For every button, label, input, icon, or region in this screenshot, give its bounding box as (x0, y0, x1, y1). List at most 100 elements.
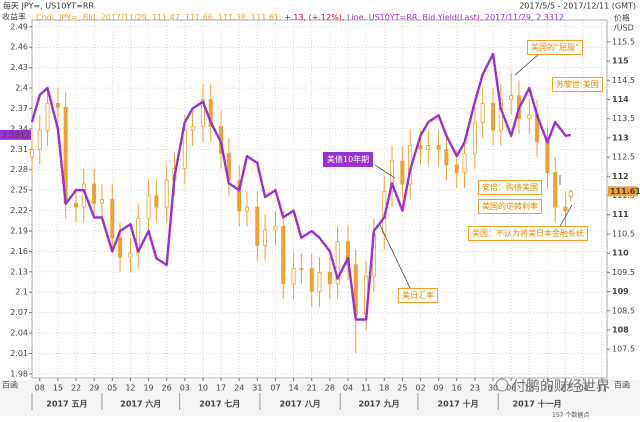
y-tick-label: 2.28 (10, 165, 28, 174)
annotation: 苏黎世:美国 (552, 77, 603, 92)
candle-body (327, 271, 332, 285)
candle-body (509, 95, 514, 100)
candle-body (299, 268, 304, 270)
x-tick-label: 22 (71, 384, 81, 393)
annotation: 安倍：购债美国 (478, 180, 542, 195)
candle-body (29, 149, 34, 158)
x-tick-label: 27 (560, 384, 570, 393)
leader-line (379, 224, 411, 289)
x-tick-label: 06 (506, 384, 516, 393)
y2-tick-label: 113.5 (612, 114, 635, 123)
annotation: 美国：不认为将美日本金融系统 (468, 226, 588, 241)
y-tick-label: 2.46 (10, 43, 28, 52)
candle-body (92, 183, 97, 204)
candle-body (444, 149, 449, 166)
leader-line (559, 204, 573, 227)
y2-axis-label: 价格 (614, 13, 630, 23)
x-tick-label: 24 (234, 384, 244, 393)
y2-tick-label: 114 (612, 95, 629, 104)
last-value-label: 2.3312 (2, 130, 30, 139)
candle-body (190, 126, 195, 131)
x-group-label: 2017 六月 (120, 399, 161, 409)
corner-label: 百函 (2, 381, 18, 390)
candle-body (45, 102, 50, 131)
x-tick-label: 17 (216, 384, 226, 393)
candle-body (146, 195, 151, 219)
candle-body (118, 237, 123, 258)
candle-body (545, 141, 550, 173)
candle-body (55, 102, 60, 108)
y2-tick-label: 112 (612, 172, 629, 181)
x-tick-label: 14 (289, 384, 299, 393)
y2-tick-label: 109.5 (612, 268, 635, 277)
x-group-label: 2017 七月 (199, 399, 240, 409)
x-tick-label: 18 (379, 384, 389, 393)
y2-tick-label: 115.5 (612, 37, 635, 46)
last-value-box (608, 186, 638, 197)
candle-body (136, 218, 141, 254)
y-tick-label: 2.19 (10, 226, 28, 235)
x-tick-label: 29 (89, 384, 99, 393)
y2-axis-label: /USD (614, 24, 634, 33)
y-tick-label: 2.31 (10, 145, 28, 154)
y2-tick-label: 108.5 (612, 306, 635, 315)
x-tick-label: 05 (107, 384, 117, 393)
candle-body (164, 179, 169, 208)
y-tick-label: 2.22 (10, 206, 28, 215)
last-value-label: 111.61 (610, 187, 640, 196)
x-tick-label: 08 (35, 384, 45, 393)
candle-body (462, 152, 467, 173)
y-tick-label: 2.07 (10, 308, 28, 317)
y2-tick-label: 108 (612, 325, 629, 334)
x-tick-label: 28 (325, 384, 335, 393)
candle-body (237, 179, 242, 212)
y2-tick-label: 114.5 (612, 76, 635, 85)
y2-tick-label: 111 (612, 210, 629, 219)
candle-body (563, 206, 568, 212)
candle-body (182, 129, 187, 170)
x-tick-label: 10 (198, 384, 208, 393)
chart-subtitle: 2017/5/5 - 2017/12/11 (GMT) (519, 2, 636, 11)
x-tick-label: 11 (361, 384, 371, 393)
legend-part: Line, US10YT=RR, Bid Yield(Last), 2017/1… (347, 13, 564, 22)
candle-body (335, 241, 340, 285)
x-tick-label: 26 (162, 384, 172, 393)
x-axis-band (0, 380, 640, 416)
y-tick-label: 2.37 (10, 104, 28, 113)
x-tick-label: 23 (470, 384, 480, 393)
candle-body (37, 129, 42, 150)
candle-body (454, 164, 459, 173)
candle-body (426, 145, 431, 150)
plot: 2.49 2.46 2.43 2.4 2.37 2.34 2.31 2.28 2.25 2.22 2… (10, 20, 635, 410)
x-group-label: 2017 十一月 (513, 399, 562, 409)
candle-body (568, 190, 573, 198)
candle-body (74, 202, 79, 208)
x-tick-label: 09 (434, 384, 444, 393)
annotation: 美日汇率 (398, 288, 438, 303)
y2-tick-label: 107.5 (612, 345, 635, 354)
candle-body (273, 225, 278, 231)
x-tick-label: 11 (597, 384, 607, 393)
y-tick-label: 2.34 (10, 124, 28, 133)
chart-title: 每天 JPY=, US10YT=RR (3, 1, 94, 11)
x-tick-label: 19 (143, 384, 153, 393)
x-group-label: 2017 五月 (46, 400, 87, 409)
candle-body (255, 206, 260, 246)
leader-line (374, 164, 396, 179)
y2-tick-label: 110 (612, 249, 629, 258)
candle-body (154, 195, 159, 208)
candle-body (436, 145, 441, 150)
candle-body (400, 160, 405, 185)
candle-body (418, 145, 423, 150)
yield-line (30, 52, 571, 321)
x-group-label: 2017 八月 (280, 400, 321, 409)
x-tick-label: 21 (307, 384, 317, 393)
annotation: 美国的逆转利率 (478, 199, 542, 214)
y-axis-label: 收益率 (2, 12, 26, 22)
y-tick-label: 2.49 (10, 22, 28, 31)
footnote: 157 个数据点 (552, 412, 590, 419)
x-tick-label: 13 (524, 384, 534, 393)
x-tick-label: 31 (252, 384, 262, 393)
candle-body (491, 102, 496, 131)
